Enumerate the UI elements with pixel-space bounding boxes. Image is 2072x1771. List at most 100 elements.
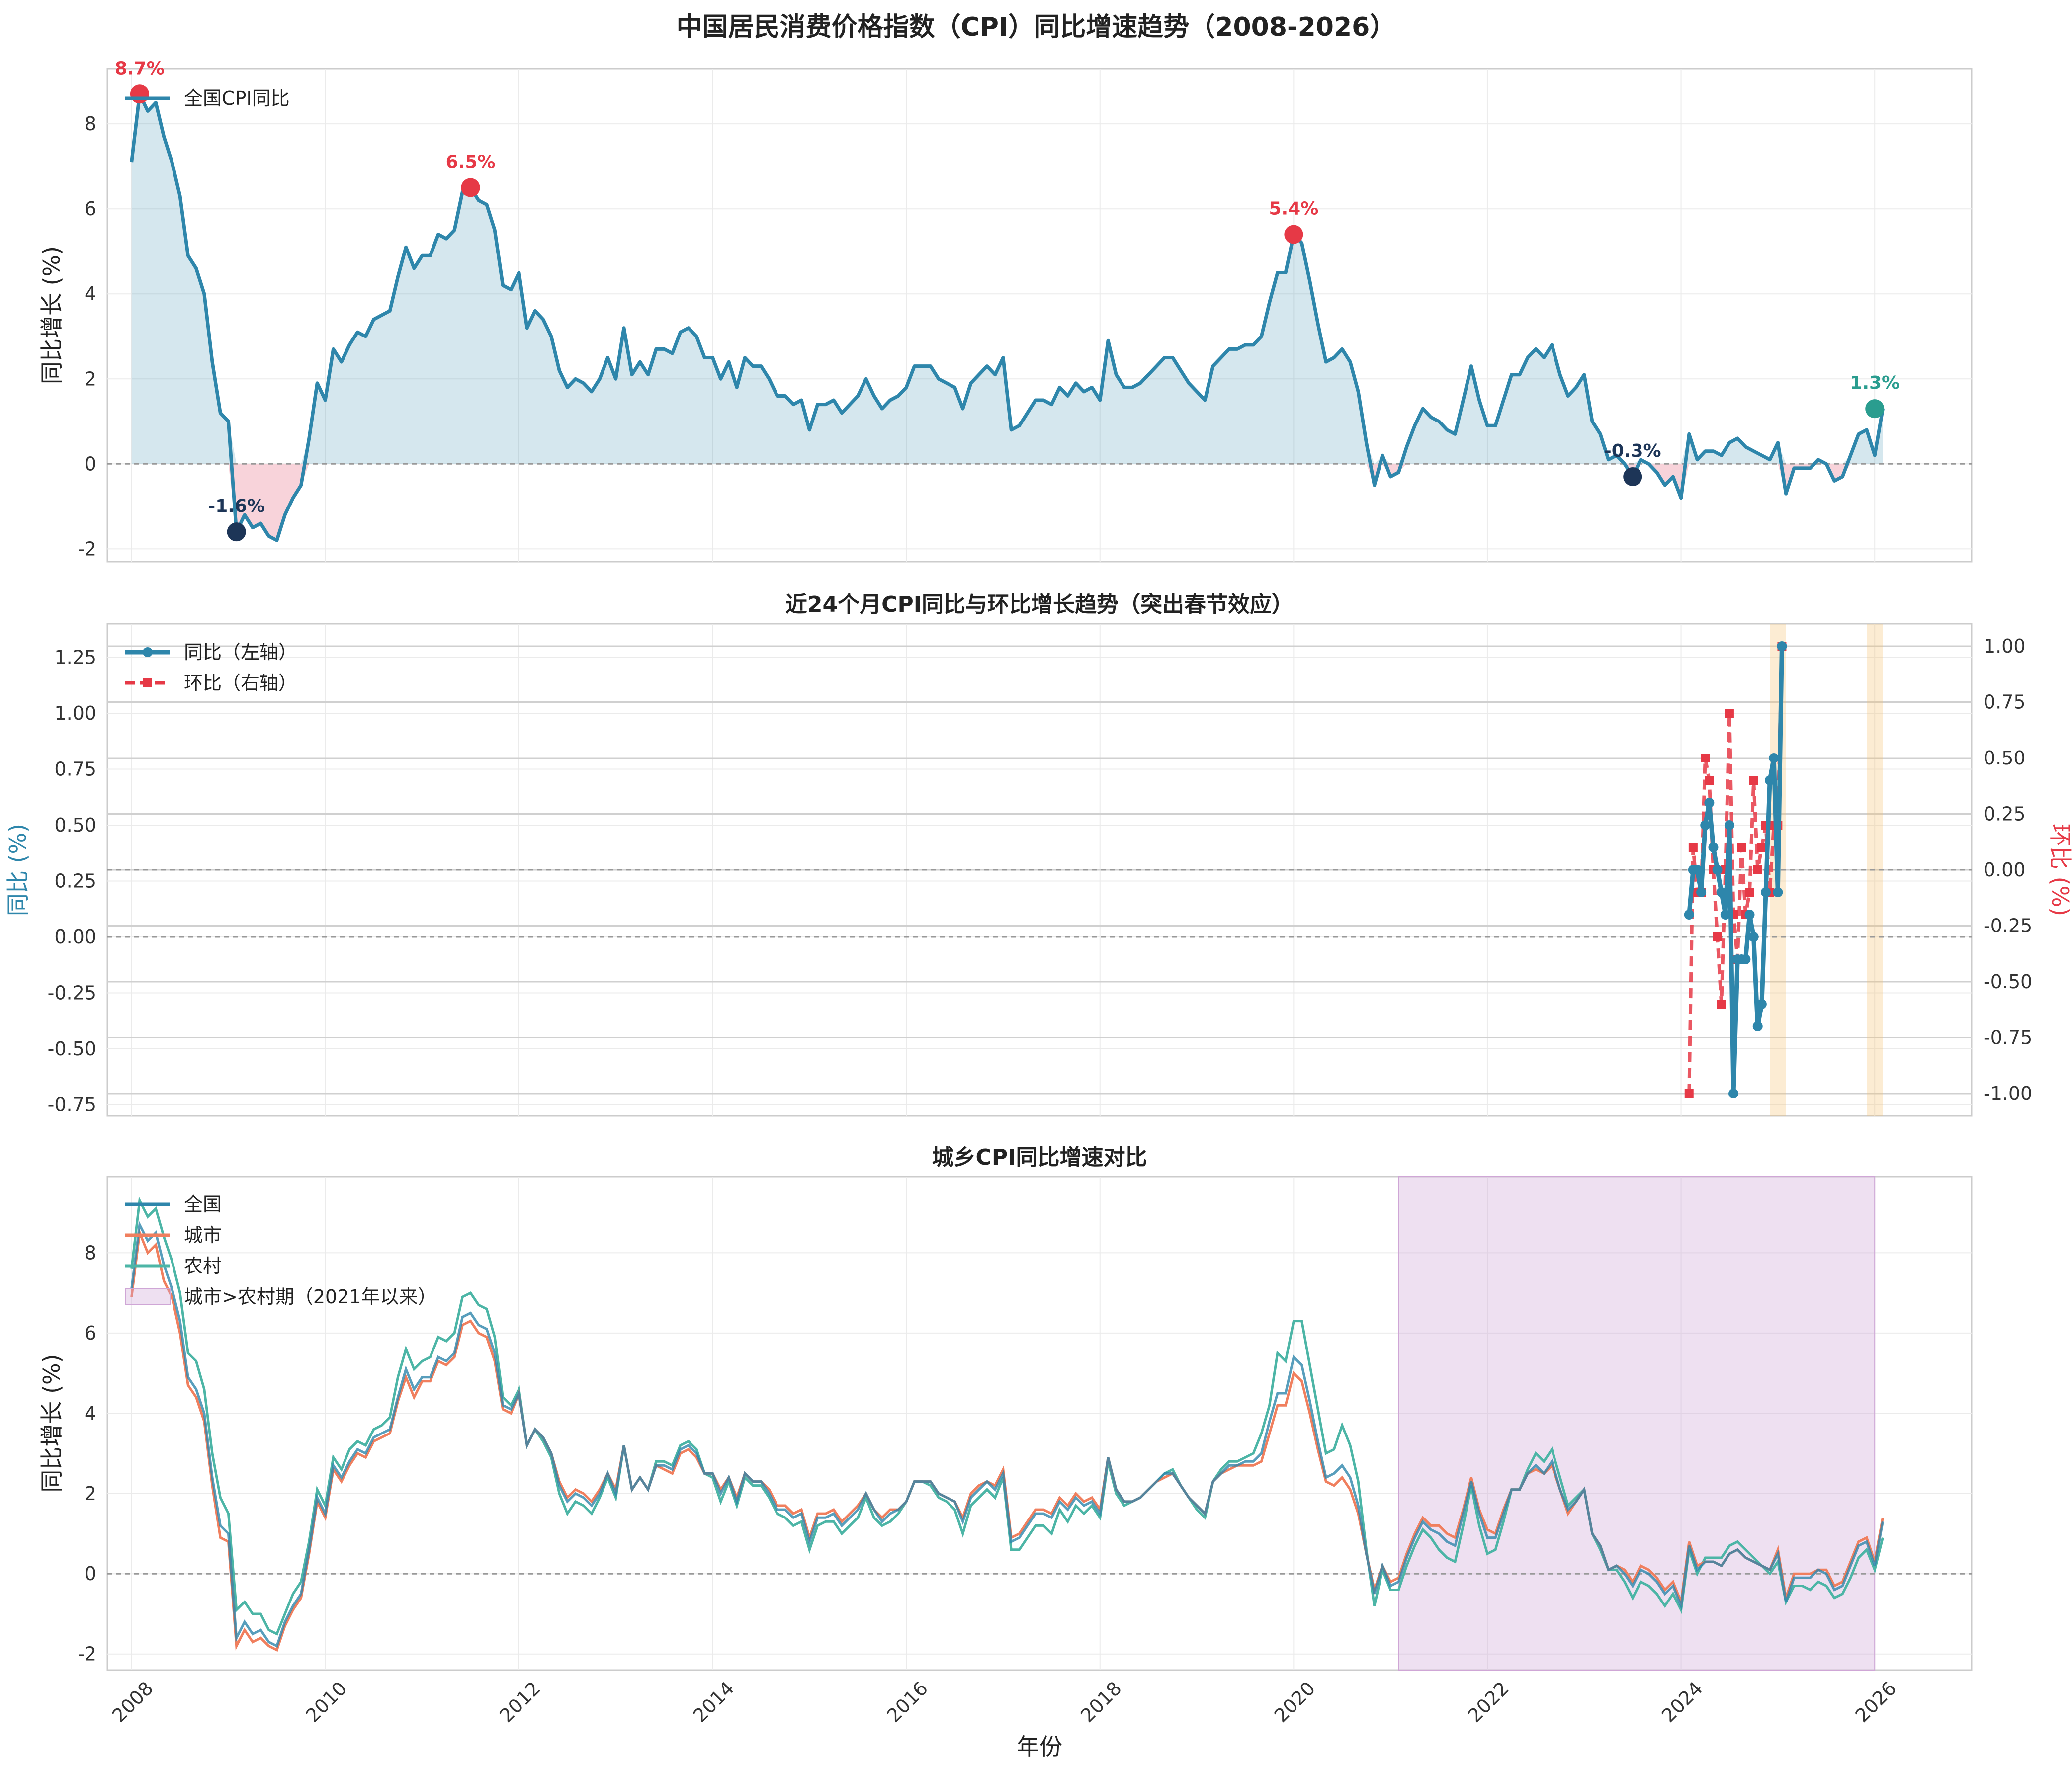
- yoy-point: [1724, 820, 1734, 830]
- y-tick-label: 4: [85, 1402, 96, 1424]
- yoy-point: [1773, 887, 1783, 897]
- panel-title: 近24个月CPI同比与环比增长趋势（突出春节效应）: [785, 592, 1294, 617]
- mom-point: [1725, 709, 1734, 718]
- peak-marker: [1284, 225, 1303, 244]
- yoy-point: [1740, 954, 1751, 964]
- mom-point: [1749, 776, 1758, 785]
- y-tick-label: 0.75: [54, 759, 96, 780]
- legend-label-yoy: 同比（左轴）: [184, 641, 297, 663]
- yoy-point: [1765, 775, 1775, 785]
- legend-marker-yoy: [143, 647, 153, 657]
- peak-label: 5.4%: [1269, 199, 1318, 219]
- mom-point: [1688, 843, 1698, 852]
- y-tick-label: 0.50: [54, 814, 96, 836]
- panel-title: 城乡CPI同比增速对比: [932, 1145, 1147, 1170]
- yoy-point: [1752, 1021, 1763, 1031]
- y-tick-label: -0.50: [48, 1038, 96, 1060]
- y-tick-label: 0: [85, 453, 96, 475]
- trough-label: -0.3%: [1604, 441, 1661, 461]
- mom-point: [1737, 843, 1746, 852]
- y-axis-label: 同比增长 (%): [38, 246, 65, 384]
- y2-axis-label: 环比 (%): [2047, 824, 2072, 916]
- y-tick-label: -0.75: [48, 1094, 96, 1116]
- y-tick-label: 1.00: [54, 702, 96, 724]
- latest-label: 1.3%: [1850, 373, 1899, 393]
- y-tick-label: -0.25: [48, 982, 96, 1004]
- peak-marker: [130, 84, 149, 104]
- yoy-point: [1769, 753, 1779, 763]
- y2-tick-label: -1.00: [1984, 1083, 2032, 1104]
- yoy-point: [1728, 1089, 1739, 1098]
- legend-marker-mom: [143, 678, 152, 687]
- legend-label: 城市>农村期（2021年以来）: [184, 1286, 437, 1308]
- yoy-line: [1687, 646, 1784, 1094]
- y-tick-label: 0: [85, 1563, 96, 1585]
- y-tick-label: 0.00: [54, 926, 96, 948]
- y-tick-label: 2: [85, 1483, 96, 1505]
- y-tick-label: 1.25: [54, 647, 96, 669]
- figure-title: 中国居民消费价格指数（CPI）同比增速趋势（2008-2026）: [677, 12, 1396, 42]
- yoy-point: [1704, 798, 1715, 808]
- latest-marker: [1865, 399, 1885, 419]
- yoy-point: [1777, 641, 1787, 651]
- yoy-point: [1720, 910, 1730, 920]
- y2-tick-label: 0.75: [1984, 691, 2026, 713]
- legend-swatch-highlight: [125, 1288, 171, 1305]
- y-axis-label: 同比 (%): [4, 824, 31, 916]
- trough-marker: [227, 522, 246, 542]
- legend-label: 农村: [184, 1255, 222, 1277]
- legend-label: 城市: [184, 1224, 222, 1246]
- legend-label-national: 全国CPI同比: [184, 87, 290, 109]
- legend-label: 全国: [184, 1193, 222, 1215]
- yoy-point: [1716, 887, 1727, 897]
- y2-tick-label: 0.50: [1984, 747, 2026, 769]
- y2-tick-label: 0.25: [1984, 803, 2026, 825]
- y2-tick-label: -0.75: [1984, 1027, 2032, 1049]
- mom-point: [1757, 843, 1766, 852]
- yoy-point: [1756, 999, 1767, 1009]
- yoy-point: [1712, 865, 1723, 875]
- y2-tick-label: 0.00: [1984, 859, 2026, 881]
- urban-gt-rural-band: [1398, 1176, 1876, 1671]
- mom-point: [1717, 1000, 1726, 1009]
- trough-marker: [1623, 467, 1642, 486]
- yoy-point: [1696, 887, 1707, 897]
- mom-point: [1701, 754, 1710, 762]
- panel-recent-yoy-mom: 近24个月CPI同比与环比增长趋势（突出春节效应） -0.75 -0.50 -0.25…: [4, 592, 2072, 1117]
- y-tick-label: 8: [85, 1242, 96, 1264]
- mom-point: [1684, 1089, 1694, 1098]
- yoy-point: [1748, 932, 1759, 942]
- y2-tick-label: -0.50: [1984, 971, 2032, 993]
- y-tick-label: 4: [85, 283, 96, 305]
- y-tick-label: 6: [85, 1322, 96, 1344]
- y2-tick-label: 1.00: [1984, 635, 2026, 657]
- y-axis-label: 同比增长 (%): [38, 1354, 65, 1492]
- mom-point: [1705, 776, 1714, 785]
- legend-label-mom: 环比（右轴）: [184, 672, 297, 694]
- trough-label: -1.6%: [208, 496, 265, 516]
- mom-point: [1713, 932, 1722, 941]
- y-tick-label: 6: [85, 198, 96, 220]
- y-tick-label: -2: [78, 538, 96, 560]
- national-cpi-line: [130, 1220, 1884, 1648]
- peak-marker: [461, 178, 480, 197]
- yoy-point: [1700, 820, 1711, 830]
- yoy-point: [1692, 865, 1702, 875]
- mom-point: [1753, 865, 1762, 874]
- yoy-point: [1760, 887, 1771, 897]
- yoy-point: [1708, 843, 1719, 852]
- y-tick-label: 2: [85, 368, 96, 390]
- positive-area-fill: [131, 94, 1883, 464]
- y-tick-label: -2: [78, 1643, 96, 1665]
- x-axis-label: 年份: [1017, 1733, 1062, 1760]
- y-tick-label: 8: [85, 113, 96, 135]
- yoy-point: [1744, 910, 1755, 920]
- peak-label: 8.7%: [115, 58, 165, 79]
- national-cpi-line: [130, 92, 1885, 542]
- peak-label: 6.5%: [446, 152, 496, 172]
- y2-tick-label: -0.25: [1984, 915, 2032, 937]
- yoy-point: [1684, 910, 1694, 920]
- mom-point: [1745, 888, 1754, 897]
